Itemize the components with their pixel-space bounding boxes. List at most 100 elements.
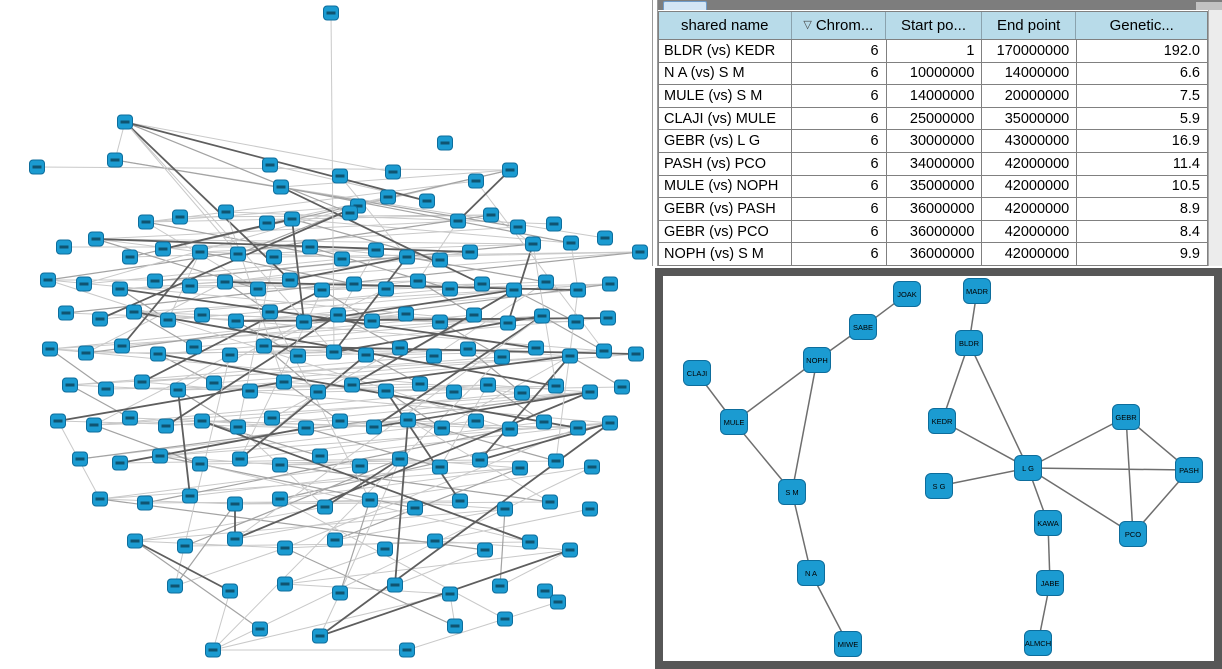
network-node[interactable] <box>182 488 198 504</box>
network-node[interactable] <box>534 308 550 324</box>
network-node[interactable] <box>480 377 496 393</box>
network-node[interactable] <box>466 307 482 323</box>
network-node[interactable] <box>290 348 306 364</box>
network-node[interactable] <box>512 460 528 476</box>
network-node[interactable] <box>362 492 378 508</box>
network-node[interactable] <box>378 383 394 399</box>
network-node[interactable] <box>186 339 202 355</box>
network-node[interactable] <box>562 348 578 364</box>
network-node[interactable] <box>502 162 518 178</box>
network-node[interactable] <box>407 500 423 516</box>
network-node[interactable] <box>426 348 442 364</box>
network-node[interactable] <box>410 273 426 289</box>
network-node[interactable] <box>160 312 176 328</box>
network-node[interactable] <box>272 457 288 473</box>
network-node[interactable] <box>442 586 458 602</box>
network-node[interactable] <box>72 451 88 467</box>
network-node[interactable] <box>282 272 298 288</box>
network-node[interactable] <box>437 135 453 151</box>
network-node[interactable] <box>562 542 578 558</box>
network-node[interactable] <box>317 499 333 515</box>
node-jabe[interactable]: JABE <box>1036 570 1064 596</box>
network-node[interactable] <box>392 451 408 467</box>
network-node[interactable] <box>537 583 553 599</box>
network-node[interactable] <box>138 214 154 230</box>
node-claji[interactable]: CLAJI <box>683 360 711 386</box>
network-node[interactable] <box>134 374 150 390</box>
network-node[interactable] <box>42 341 58 357</box>
table-scrollbar[interactable] <box>1208 10 1222 266</box>
network-node[interactable] <box>596 343 612 359</box>
network-node[interactable] <box>602 276 618 292</box>
network-node[interactable] <box>568 314 584 330</box>
network-node[interactable] <box>334 251 350 267</box>
column-header-chrom---[interactable]: ▽ Chrom... <box>792 12 887 39</box>
network-node[interactable] <box>364 313 380 329</box>
network-node[interactable] <box>570 282 586 298</box>
table-row[interactable]: N A (vs) S M 6 10000000 14000000 6.6 <box>658 62 1208 86</box>
network-node[interactable] <box>377 541 393 557</box>
column-header-shared-name[interactable]: shared name <box>659 12 792 39</box>
network-node[interactable] <box>332 585 348 601</box>
network-node[interactable] <box>584 459 600 475</box>
network-node[interactable] <box>522 534 538 550</box>
network-node[interactable] <box>222 583 238 599</box>
network-node[interactable] <box>259 215 275 231</box>
network-node[interactable] <box>194 413 210 429</box>
network-node[interactable] <box>427 533 443 549</box>
network-node[interactable] <box>432 314 448 330</box>
table-row[interactable]: BLDR (vs) KEDR 6 1 170000000 192.0 <box>658 40 1208 63</box>
sub-network-canvas[interactable]: JOAK MADR SABE BLDR NOPH CLAJI MULE KEDR GEBR L G… <box>663 276 1214 661</box>
network-node[interactable] <box>597 230 613 246</box>
network-node[interactable] <box>152 448 168 464</box>
network-node[interactable] <box>542 494 558 510</box>
network-node[interactable] <box>446 384 462 400</box>
network-node[interactable] <box>497 611 513 627</box>
network-node[interactable] <box>88 231 104 247</box>
network-node[interactable] <box>582 501 598 517</box>
network-node[interactable] <box>273 179 289 195</box>
network-node[interactable] <box>218 204 234 220</box>
network-node[interactable] <box>227 496 243 512</box>
network-node[interactable] <box>525 236 541 252</box>
main-network-canvas[interactable] <box>0 0 652 669</box>
network-node[interactable] <box>62 377 78 393</box>
table-row[interactable]: NOPH (vs) S M 6 36000000 42000000 9.9 <box>658 243 1208 266</box>
network-node[interactable] <box>450 213 466 229</box>
network-node[interactable] <box>548 378 564 394</box>
network-node[interactable] <box>194 307 210 323</box>
node-pco[interactable]: PCO <box>1119 521 1147 547</box>
node-almch[interactable]: ALMCH <box>1024 630 1052 656</box>
network-node[interactable] <box>50 413 66 429</box>
network-node[interactable] <box>632 244 648 260</box>
network-node[interactable] <box>256 338 272 354</box>
network-node[interactable] <box>398 306 414 322</box>
network-node[interactable] <box>387 577 403 593</box>
network-node[interactable] <box>205 642 221 658</box>
network-node[interactable] <box>170 382 186 398</box>
network-node[interactable] <box>477 542 493 558</box>
network-node[interactable] <box>222 347 238 363</box>
node-s-g[interactable]: S G <box>925 473 953 499</box>
network-node[interactable] <box>40 272 56 288</box>
network-node[interactable] <box>177 538 193 554</box>
network-node[interactable] <box>302 239 318 255</box>
network-node[interactable] <box>536 414 552 430</box>
node-kedr[interactable]: KEDR <box>928 408 956 434</box>
node-mule[interactable]: MULE <box>720 409 748 435</box>
network-node[interactable] <box>92 311 108 327</box>
network-node[interactable] <box>546 216 562 232</box>
node-miwe[interactable]: MIWE <box>834 631 862 657</box>
network-node[interactable] <box>227 531 243 547</box>
network-node[interactable] <box>506 282 522 298</box>
network-node[interactable] <box>137 495 153 511</box>
node-gebr[interactable]: GEBR <box>1112 404 1140 430</box>
network-node[interactable] <box>346 276 362 292</box>
network-node[interactable] <box>442 281 458 297</box>
network-node[interactable] <box>332 168 348 184</box>
network-node[interactable] <box>266 249 282 265</box>
network-node[interactable] <box>468 173 484 189</box>
network-node[interactable] <box>312 448 328 464</box>
network-node[interactable] <box>78 345 94 361</box>
network-node[interactable] <box>400 412 416 428</box>
